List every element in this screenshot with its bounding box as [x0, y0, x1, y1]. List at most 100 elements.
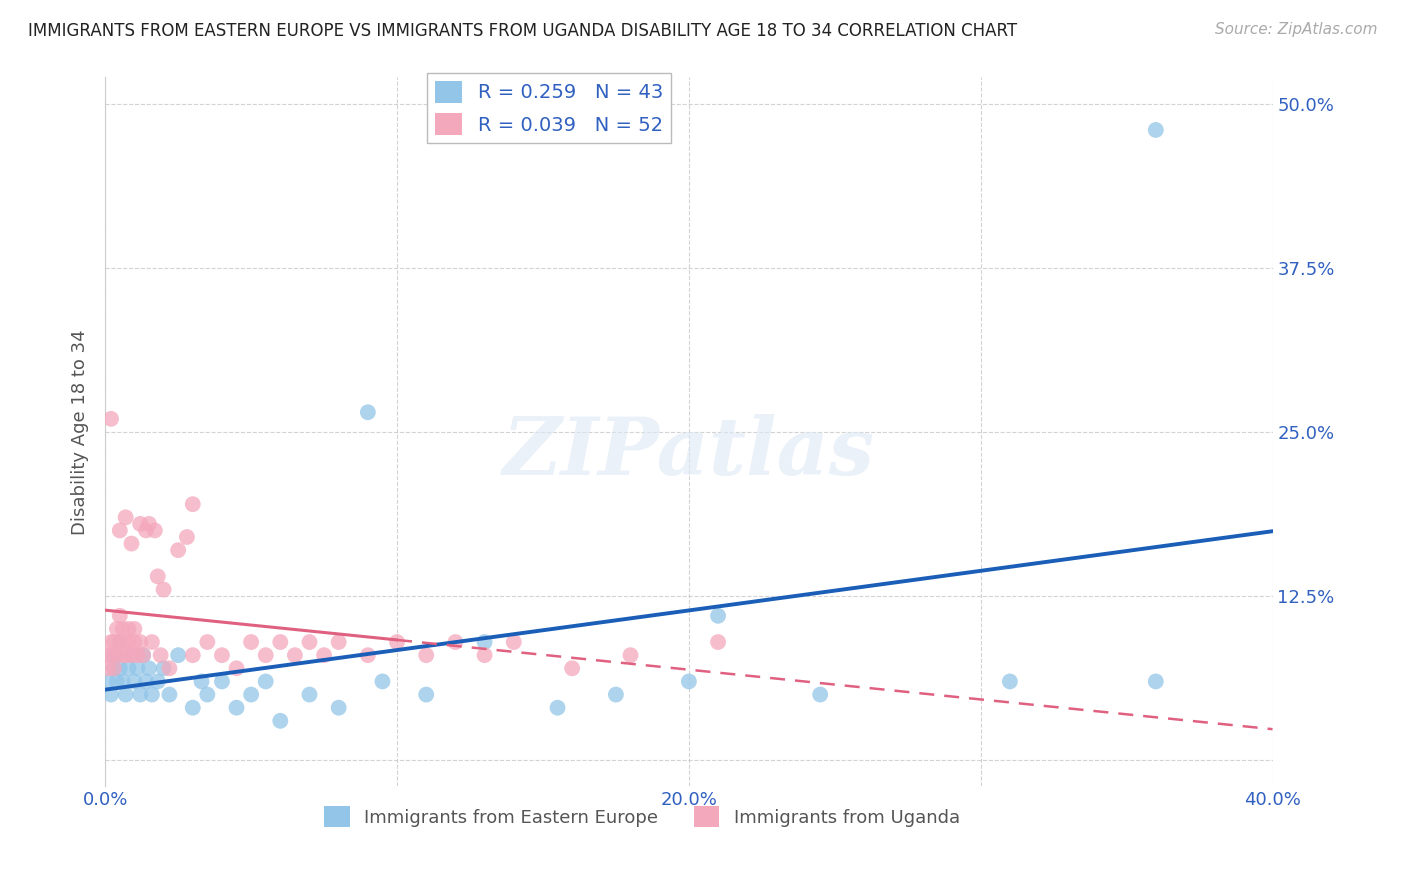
Point [328, 700, 350, 714]
Point [146, 569, 169, 583]
Point [385, 635, 408, 649]
Point [111, 674, 134, 689]
Point [138, 516, 160, 531]
Point [211, 674, 233, 689]
Point [298, 635, 321, 649]
Point [121, 648, 143, 663]
Legend: Immigrants from Eastern Europe, Immigrants from Uganda: Immigrants from Eastern Europe, Immigran… [318, 799, 967, 834]
Point [114, 510, 136, 524]
Point [103, 635, 125, 649]
Point [127, 648, 149, 663]
Point [117, 622, 139, 636]
Point [314, 648, 336, 663]
Point [97, 648, 120, 663]
Text: ZIPatlas: ZIPatlas [503, 415, 875, 492]
Point [269, 635, 291, 649]
Point [1144, 123, 1167, 137]
Point [240, 635, 263, 649]
Point [195, 635, 218, 649]
Point [547, 700, 569, 714]
Point [114, 648, 136, 663]
Point [97, 661, 120, 675]
Point [114, 635, 136, 649]
Point [502, 635, 524, 649]
Point [444, 635, 467, 649]
Point [254, 648, 277, 663]
Point [678, 674, 700, 689]
Point [121, 648, 143, 663]
Point [181, 497, 204, 511]
Point [135, 524, 157, 538]
Point [211, 648, 233, 663]
Point [474, 635, 496, 649]
Point [127, 661, 149, 675]
Point [121, 536, 143, 550]
Point [141, 688, 163, 702]
Point [129, 688, 152, 702]
Point [195, 688, 218, 702]
Point [114, 688, 136, 702]
Point [129, 516, 152, 531]
Point [100, 688, 122, 702]
Point [124, 635, 146, 649]
Point [152, 661, 174, 675]
Point [108, 608, 131, 623]
Point [108, 635, 131, 649]
Point [240, 688, 263, 702]
Point [103, 648, 125, 663]
Point [298, 688, 321, 702]
Point [157, 688, 180, 702]
Point [97, 674, 120, 689]
Point [167, 543, 190, 558]
Point [105, 648, 128, 663]
Point [105, 648, 128, 663]
Point [105, 674, 128, 689]
Point [100, 648, 122, 663]
Point [143, 524, 166, 538]
Point [124, 674, 146, 689]
Point [100, 412, 122, 426]
Point [619, 648, 641, 663]
Point [108, 524, 131, 538]
Point [415, 648, 437, 663]
Point [152, 582, 174, 597]
Point [707, 608, 730, 623]
Point [328, 635, 350, 649]
Point [998, 674, 1021, 689]
Point [146, 674, 169, 689]
Point [561, 661, 583, 675]
Point [181, 700, 204, 714]
Point [225, 661, 247, 675]
Point [225, 700, 247, 714]
Point [108, 661, 131, 675]
Point [132, 648, 155, 663]
Point [254, 674, 277, 689]
Point [157, 661, 180, 675]
Point [357, 405, 380, 419]
Point [176, 530, 198, 544]
Point [605, 688, 627, 702]
Point [269, 714, 291, 728]
Point [141, 635, 163, 649]
Point [415, 688, 437, 702]
Point [181, 648, 204, 663]
Y-axis label: Disability Age 18 to 34: Disability Age 18 to 34 [72, 329, 89, 535]
Point [103, 661, 125, 675]
Point [105, 622, 128, 636]
Point [371, 674, 394, 689]
Point [129, 635, 152, 649]
Point [474, 648, 496, 663]
Point [808, 688, 831, 702]
Point [108, 635, 131, 649]
Point [284, 648, 307, 663]
Point [132, 648, 155, 663]
Point [135, 674, 157, 689]
Text: IMMIGRANTS FROM EASTERN EUROPE VS IMMIGRANTS FROM UGANDA DISABILITY AGE 18 TO 34: IMMIGRANTS FROM EASTERN EUROPE VS IMMIGR… [28, 22, 1018, 40]
Point [149, 648, 172, 663]
Point [1144, 674, 1167, 689]
Point [707, 635, 730, 649]
Point [117, 661, 139, 675]
Point [124, 622, 146, 636]
Point [167, 648, 190, 663]
Point [138, 661, 160, 675]
